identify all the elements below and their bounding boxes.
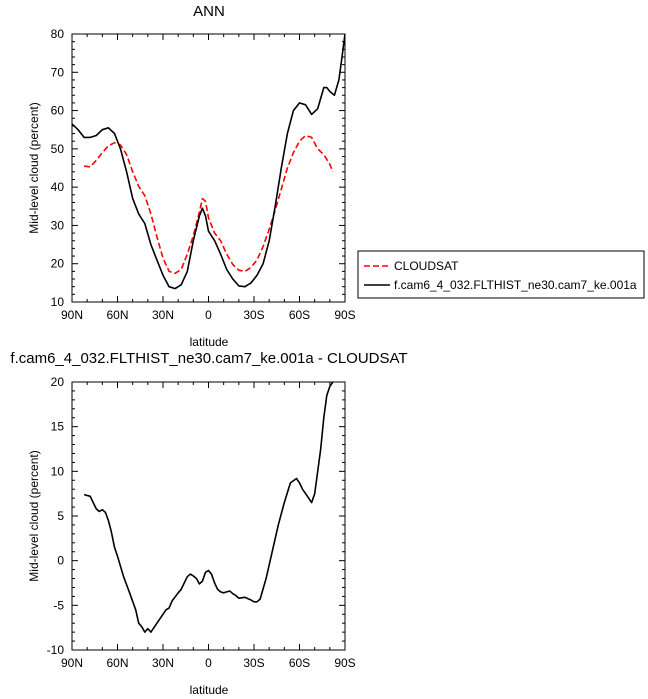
x-tick-label: 30S (243, 656, 264, 670)
x-tick-label: 90N (61, 308, 83, 322)
y-axis-label: Mid-level cloud (percent) (27, 102, 41, 233)
x-tick-label: 90N (61, 656, 83, 670)
legend: CLOUDSAT f.cam6_4_032.FLTHIST_ne30.cam7_… (357, 250, 645, 299)
y-tick-label: 30 (51, 218, 65, 232)
x-tick-label: 60N (106, 308, 128, 322)
series-line-0 (83, 382, 334, 633)
y-tick-label: 20 (51, 375, 65, 389)
y-tick-label: 5 (57, 509, 64, 523)
y-tick-label: 50 (51, 142, 65, 156)
y-tick-label: 0 (57, 554, 64, 568)
x-axis-label: latitude (190, 683, 229, 697)
y-tick-label: 20 (51, 257, 65, 271)
y-tick-label: 10 (51, 464, 65, 478)
x-tick-label: 0 (205, 656, 212, 670)
panel-bottom: f.cam6_4_032.FLTHIST_ne30.cam7_ke.001a -… (10, 350, 407, 697)
series-line-1 (72, 34, 345, 290)
y-tick-label: 15 (51, 420, 65, 434)
x-tick-label: 90S (334, 308, 355, 322)
x-tick-label: 60S (289, 656, 310, 670)
chart-title: ANN (193, 3, 225, 20)
y-tick-label: -10 (47, 643, 65, 657)
x-tick-label: 0 (205, 308, 212, 322)
y-tick-label: 40 (51, 180, 65, 194)
chart-title: f.cam6_4_032.FLTHIST_ne30.cam7_ke.001a -… (10, 350, 407, 367)
legend-box (357, 250, 645, 299)
y-tick-label: 70 (51, 65, 65, 79)
legend-label-cloudsat: CLOUDSAT (394, 259, 459, 273)
x-tick-label: 60S (289, 308, 310, 322)
legend-label-model: f.cam6_4_032.FLTHIST_ne30.cam7_ke.001a (394, 278, 637, 292)
y-tick-label: 60 (51, 104, 65, 118)
x-tick-label: 60N (106, 656, 128, 670)
x-axis-label: latitude (190, 335, 229, 349)
y-tick-label: 80 (51, 27, 65, 41)
y-axis-label: Mid-level cloud (percent) (27, 450, 41, 581)
axes-frame (71, 381, 346, 651)
panel-top: ANN 90N 60N 30N 0 30S 60S 90S1020304050607080 … (27, 3, 645, 349)
x-tick-label: 30N (152, 656, 174, 670)
x-tick-label: 30N (152, 308, 174, 322)
y-tick-label: -5 (53, 598, 64, 612)
x-tick-label: 30S (243, 308, 264, 322)
plot-area: 90N 60N 30N 0 30S 60S 90S -10 -5 0 5 10 15 20 (47, 375, 356, 670)
series-line-0 (83, 134, 334, 275)
x-tick-label: 90S (334, 656, 355, 670)
axes-frame (71, 33, 346, 303)
y-tick-label: 10 (51, 295, 65, 309)
plot-area: 90N 60N 30N 0 30S 60S 90S 10 20 30 40 50 60 70 80 (51, 27, 356, 322)
